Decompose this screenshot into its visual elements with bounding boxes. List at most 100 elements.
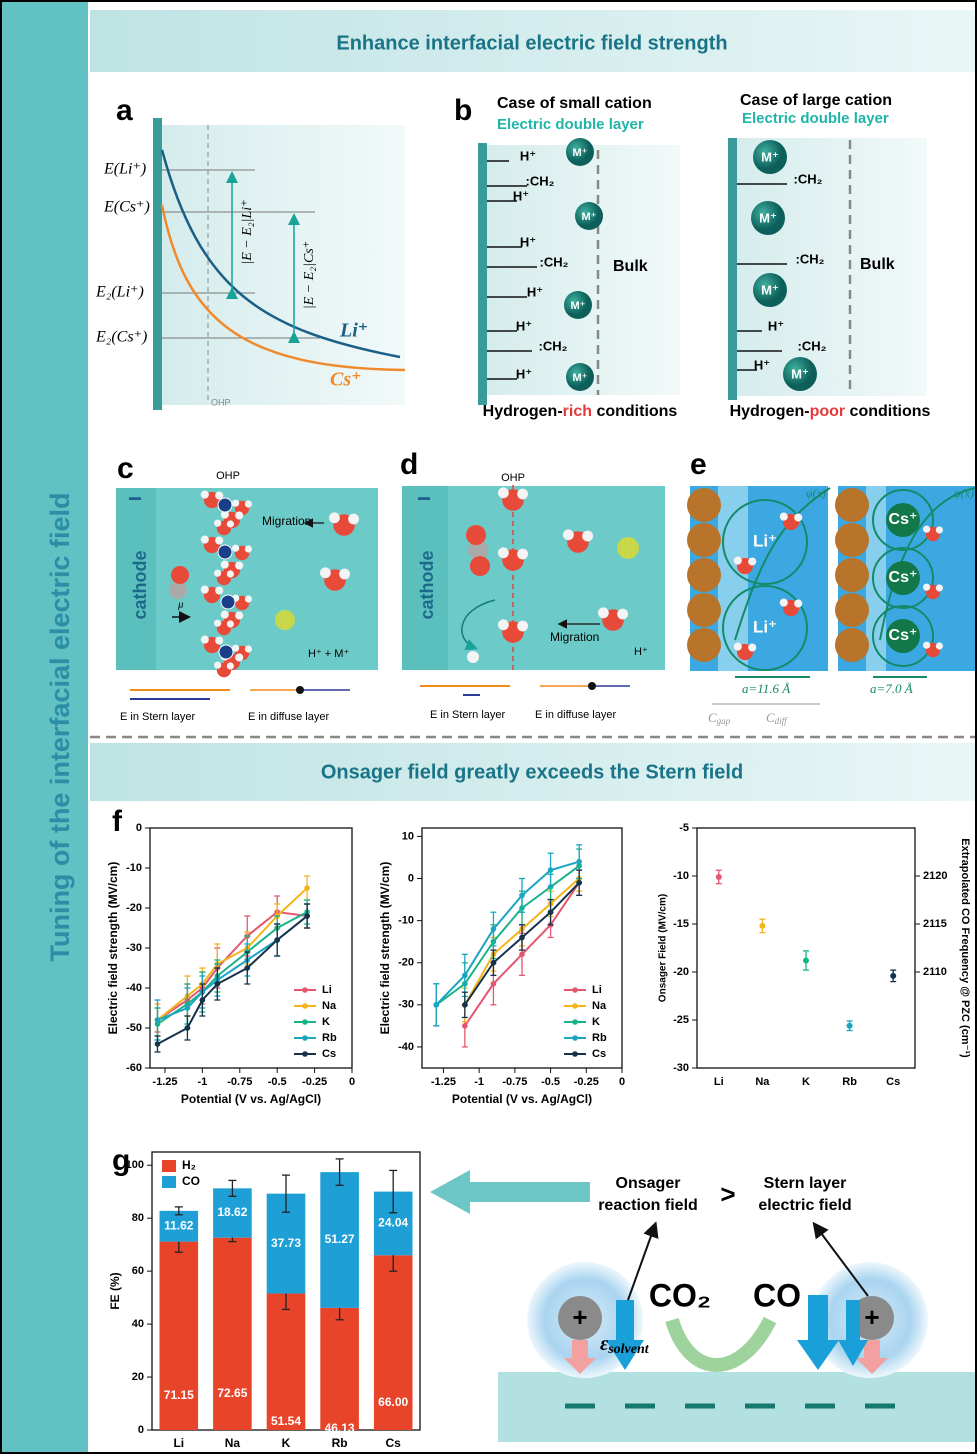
metal-atom bbox=[687, 628, 721, 662]
data-point bbox=[491, 926, 497, 932]
cation-label: M⁺ bbox=[582, 211, 597, 223]
hydrogen bbox=[201, 491, 209, 499]
axis-title: Electric field strength (MV/cm) bbox=[106, 862, 120, 1035]
cation bbox=[218, 545, 232, 559]
x-tick-label: -0.75 bbox=[502, 1076, 527, 1088]
x-tick-label: -1.25 bbox=[152, 1076, 177, 1088]
metal-atom bbox=[835, 628, 869, 662]
data-point bbox=[304, 913, 310, 919]
hydrogen bbox=[517, 489, 528, 500]
charge: − bbox=[417, 485, 431, 512]
axis-title: FE (%) bbox=[108, 1272, 122, 1309]
data-point bbox=[576, 859, 582, 865]
bar-segment bbox=[213, 1238, 252, 1430]
x-tick-label: K bbox=[802, 1076, 810, 1088]
hydrogen bbox=[748, 643, 756, 651]
hydrogen bbox=[923, 584, 930, 591]
legend-label: H₂ bbox=[182, 1158, 196, 1172]
value-label: 37.73 bbox=[271, 1236, 301, 1250]
electrode bbox=[478, 143, 487, 405]
data-point bbox=[462, 973, 468, 979]
cation-label: M⁺ bbox=[573, 372, 588, 384]
hydrogen bbox=[221, 561, 229, 569]
electrode bbox=[728, 138, 737, 400]
hydrogen bbox=[498, 619, 509, 630]
axis-title: Electric field strength (MV/cm) bbox=[378, 862, 392, 1035]
hydrogen bbox=[235, 611, 243, 619]
anion bbox=[275, 610, 295, 630]
panel-label: b bbox=[454, 94, 472, 127]
x-tick-label: Li bbox=[714, 1076, 724, 1088]
hydrogen bbox=[598, 607, 609, 618]
metal-atom bbox=[835, 523, 869, 557]
comparison: Onsager bbox=[616, 1175, 681, 1192]
legend-label: Li bbox=[322, 984, 332, 996]
data-point bbox=[185, 1005, 191, 1011]
hydrogen bbox=[214, 662, 221, 669]
hydrogen bbox=[320, 567, 331, 578]
hydrogen bbox=[232, 545, 239, 552]
electrode-label: cathode bbox=[130, 550, 150, 619]
cation-label: Li⁺ bbox=[753, 617, 777, 636]
y-tick-label: -10 bbox=[126, 862, 142, 874]
legend-label: CO bbox=[182, 1174, 200, 1188]
hydrogen bbox=[215, 636, 223, 644]
hydrogen bbox=[235, 653, 243, 661]
data-point bbox=[519, 893, 525, 899]
metal-atom bbox=[687, 558, 721, 592]
hydrogen bbox=[923, 642, 930, 649]
panel-label: a bbox=[116, 94, 133, 127]
caption: Hydrogen-poor conditions bbox=[730, 403, 931, 420]
anion bbox=[617, 537, 639, 559]
x-tick-label: Na bbox=[225, 1436, 241, 1450]
axis-title: Potential (V vs. Ag/AgCl) bbox=[181, 1092, 321, 1106]
species-label: H⁺ bbox=[516, 366, 532, 381]
species-label: H⁺ bbox=[520, 148, 536, 163]
legend-label: Cs bbox=[592, 1048, 606, 1060]
potential-label: φ(x) bbox=[806, 486, 826, 500]
hydrogen bbox=[936, 642, 943, 649]
hydrogen bbox=[214, 620, 221, 627]
data-point bbox=[716, 874, 722, 880]
x-tick-label: -1.25 bbox=[431, 1076, 456, 1088]
x-tick-label: -1 bbox=[474, 1076, 484, 1088]
x-tick-label: -0.25 bbox=[574, 1076, 599, 1088]
species-label: H⁺ bbox=[520, 234, 536, 249]
species-label: H⁺ bbox=[768, 318, 784, 333]
value-label: 24.04 bbox=[378, 1216, 408, 1230]
y-tick-label: 60 bbox=[132, 1265, 144, 1277]
y-tick-label: -40 bbox=[126, 982, 142, 994]
value-label: 71.15 bbox=[164, 1388, 194, 1402]
subscript: gap bbox=[717, 716, 731, 726]
charge: − bbox=[128, 485, 142, 512]
hydrogen bbox=[936, 584, 943, 591]
y-tick-label: 2115 bbox=[923, 918, 947, 930]
curve-label: Cs⁺ bbox=[330, 369, 362, 391]
cation-label: M⁺ bbox=[761, 282, 779, 297]
potential-label: φ(x) bbox=[954, 486, 974, 500]
charge-dot bbox=[296, 686, 304, 694]
charge: + bbox=[864, 1302, 879, 1332]
y-tick-label: 10 bbox=[402, 830, 414, 842]
caption-part: rich bbox=[563, 403, 592, 420]
metal-atom bbox=[835, 488, 869, 522]
caption-part: conditions bbox=[592, 403, 677, 420]
legend-marker bbox=[302, 987, 308, 993]
hydrogen bbox=[498, 487, 509, 498]
x-tick-label: -1 bbox=[197, 1076, 207, 1088]
hydrogen bbox=[780, 599, 788, 607]
caption: Hydrogen-rich conditions bbox=[483, 403, 678, 420]
x-tick-label: K bbox=[282, 1436, 291, 1450]
species-label: H⁺ bbox=[513, 188, 529, 203]
species-label: :CH₂ bbox=[796, 251, 825, 266]
hydrogen bbox=[329, 512, 340, 523]
species-label: H⁺ bbox=[754, 357, 770, 372]
y-tick-label: -20 bbox=[126, 902, 142, 914]
hydrogen bbox=[201, 636, 209, 644]
curve-label: Li⁺ bbox=[339, 320, 368, 342]
charge: + bbox=[572, 1302, 587, 1332]
case-subtitle: Electric double layer bbox=[742, 110, 889, 127]
legend-marker bbox=[572, 1035, 578, 1041]
hydrogen bbox=[214, 520, 221, 527]
value-label: 18.62 bbox=[217, 1205, 247, 1219]
